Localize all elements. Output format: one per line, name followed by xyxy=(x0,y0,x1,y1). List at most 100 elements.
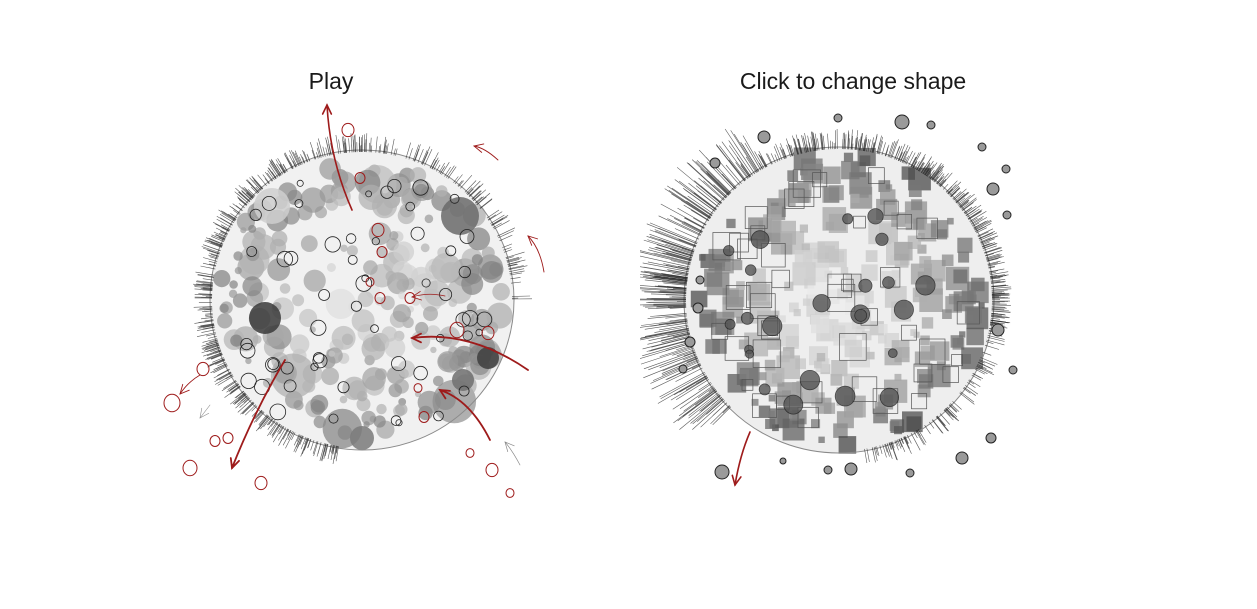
sphere-square xyxy=(789,302,799,313)
sphere-square xyxy=(726,218,736,229)
sphere-square-outline xyxy=(741,379,754,391)
sphere-dot-large xyxy=(441,197,479,235)
sphere-square xyxy=(966,327,984,346)
sphere-dot xyxy=(424,214,434,224)
sphere-square-outline xyxy=(853,215,866,229)
sphere-dot xyxy=(303,269,326,292)
sphere-square xyxy=(906,416,922,432)
sphere-ring xyxy=(312,353,328,369)
sphere-square xyxy=(811,419,821,429)
floating-particle xyxy=(985,432,997,444)
sphere-dot xyxy=(395,176,408,189)
sphere-dot xyxy=(758,383,771,396)
sphere-dot xyxy=(340,244,348,252)
sphere-square-outline xyxy=(761,243,786,268)
sphere-ring xyxy=(265,357,281,373)
sphere-square xyxy=(880,189,896,205)
sphere-dot-large xyxy=(254,188,290,224)
sphere-square xyxy=(958,251,970,263)
floating-particle xyxy=(678,364,688,374)
sphere-dot xyxy=(417,390,441,414)
motion-arrow-head xyxy=(411,291,422,301)
sphere-dot xyxy=(300,187,326,213)
sphere-square xyxy=(957,237,973,253)
sphere-dot xyxy=(213,270,231,288)
sphere-square xyxy=(822,207,847,231)
sphere-square xyxy=(913,218,925,230)
sphere-dot xyxy=(783,394,804,415)
sphere-square xyxy=(914,351,931,367)
sphere-square xyxy=(793,309,801,317)
change-shape-caption: Click to change shape xyxy=(739,68,967,94)
sphere-ring xyxy=(461,310,479,327)
sphere-dot xyxy=(217,313,233,329)
sphere-ring xyxy=(371,237,380,246)
sphere-dot xyxy=(424,280,451,307)
hatch-strokes xyxy=(640,273,732,430)
sphere-dot xyxy=(433,375,444,387)
sphere-square xyxy=(778,315,786,323)
particle-ring xyxy=(481,325,495,341)
sphere-square-outline xyxy=(712,232,741,261)
sphere-ring xyxy=(276,250,294,268)
sphere-square xyxy=(765,418,776,429)
sphere-ring xyxy=(240,372,257,389)
sphere-dot xyxy=(915,275,936,296)
particle-ring xyxy=(196,361,210,377)
sphere-square-outline xyxy=(711,322,729,340)
sphere-square xyxy=(921,317,934,329)
sphere-ring xyxy=(283,250,299,266)
particle-ring xyxy=(163,393,181,413)
sphere-square xyxy=(941,254,954,267)
sphere-dot xyxy=(480,261,503,283)
floating-particle xyxy=(684,336,696,348)
sphere-ring xyxy=(246,246,258,257)
motion-arrow xyxy=(326,104,353,211)
sphere-square xyxy=(843,373,859,389)
sphere-square xyxy=(878,180,891,192)
sphere-square xyxy=(861,264,878,281)
play-sphere-illustration[interactable] xyxy=(0,0,640,609)
sphere-square xyxy=(937,229,948,240)
sphere-dot xyxy=(380,295,395,311)
sphere-dot xyxy=(363,260,378,275)
sphere-ring xyxy=(459,229,475,244)
sphere-dot xyxy=(373,415,386,428)
sphere-dot xyxy=(723,245,735,257)
sphere-dot xyxy=(486,302,513,329)
sphere-square-outline xyxy=(883,200,899,216)
sphere-square xyxy=(894,426,903,435)
sphere-square xyxy=(920,335,930,345)
change-shape-panel[interactable]: Click to change shape xyxy=(640,0,1257,609)
motion-arrow xyxy=(231,359,286,469)
motion-arrow-head xyxy=(527,235,539,246)
sphere-ring xyxy=(294,199,304,208)
sphere-square-outline xyxy=(896,214,912,230)
sphere-square xyxy=(776,355,800,379)
sphere-dot xyxy=(331,187,351,207)
sphere-square xyxy=(843,152,854,162)
sphere-square xyxy=(959,331,966,338)
sphere-dot xyxy=(744,264,757,276)
floating-particle xyxy=(905,468,915,478)
sphere-square-outline xyxy=(725,285,751,310)
sphere-dot xyxy=(233,251,243,261)
sphere-dot xyxy=(309,326,316,334)
sphere-square xyxy=(736,316,743,324)
play-panel[interactable]: Play xyxy=(0,0,640,609)
sphere-ring xyxy=(296,179,304,187)
sphere-dot xyxy=(854,308,868,322)
sphere-dot xyxy=(242,276,263,297)
sphere-dot xyxy=(384,337,406,359)
shape-sphere-illustration[interactable] xyxy=(640,0,1257,609)
sphere-ring xyxy=(413,365,428,381)
sphere-ring xyxy=(365,190,373,198)
sphere-dot xyxy=(879,387,899,407)
sphere-dot xyxy=(292,294,305,307)
particle-ring xyxy=(374,292,386,304)
sphere-dot xyxy=(293,400,304,411)
sphere-square xyxy=(878,324,888,334)
sphere-ring xyxy=(449,193,460,204)
sphere-square xyxy=(725,261,734,271)
sphere-square xyxy=(911,199,923,211)
